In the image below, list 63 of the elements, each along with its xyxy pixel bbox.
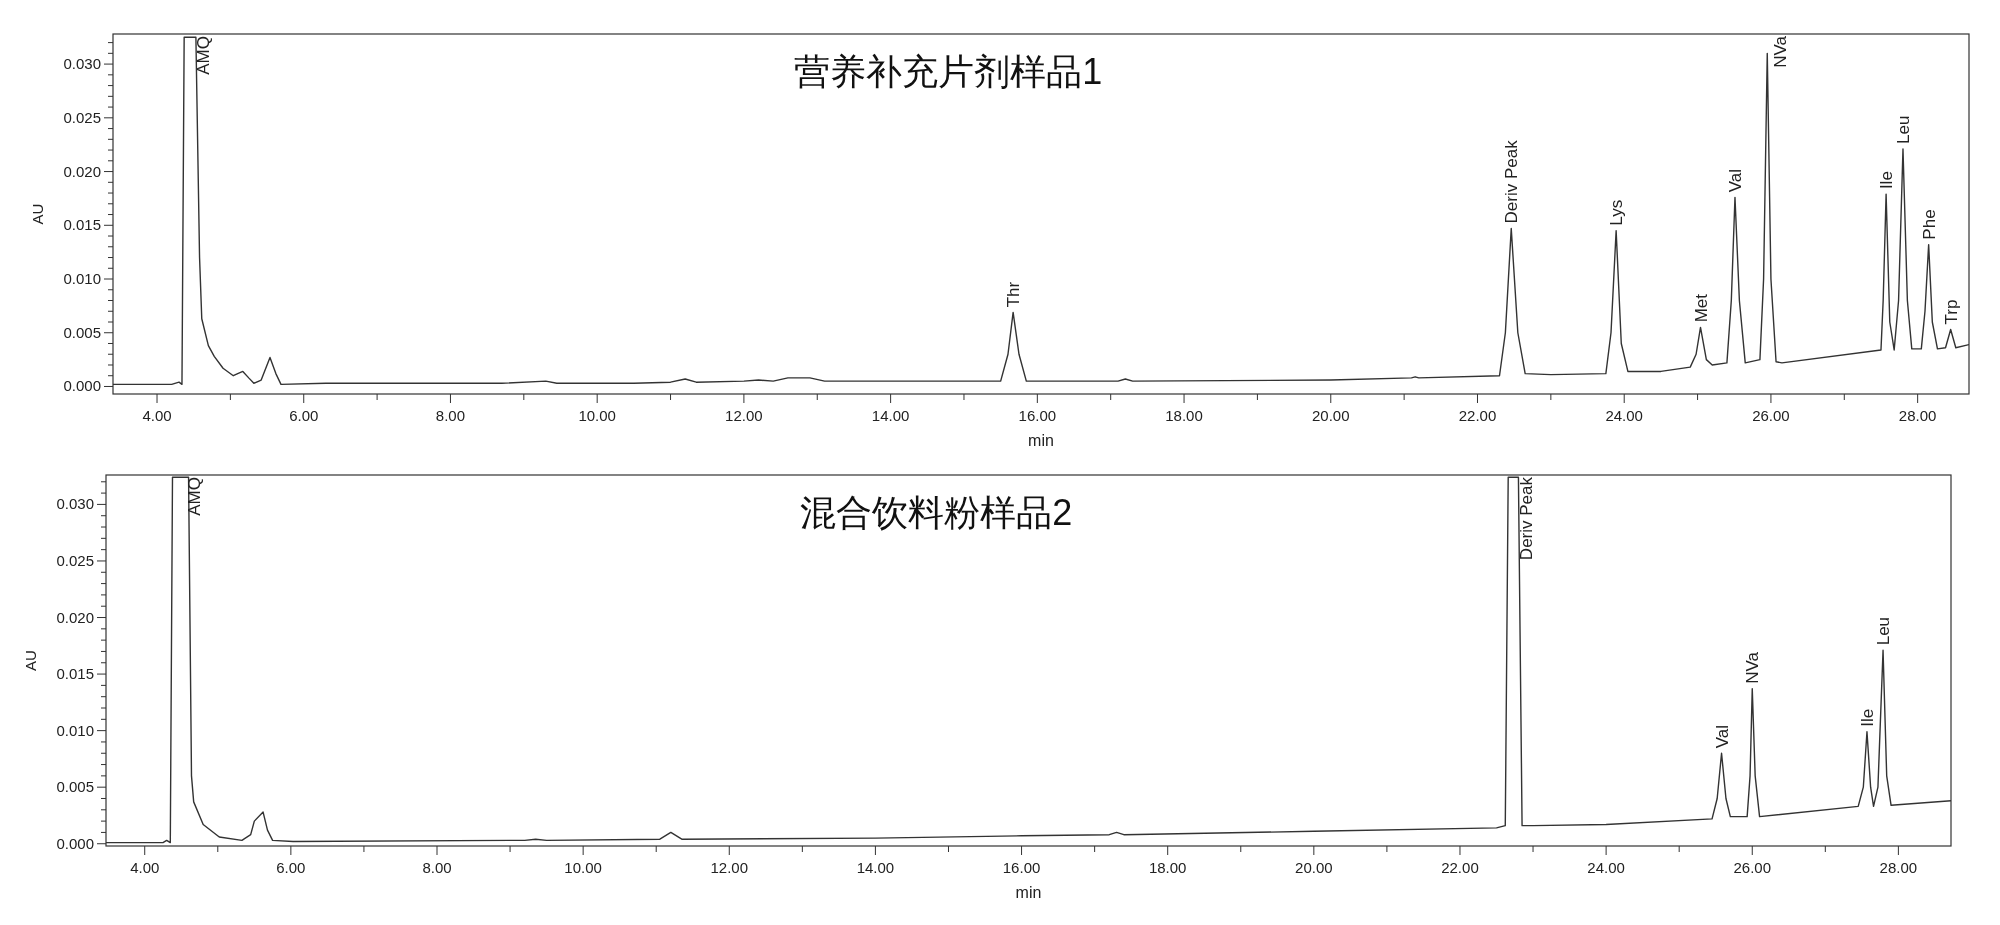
annotation: AMQ [194,36,214,75]
x-tick-label: 6.00 [276,859,306,876]
annotation: Deriv Peak [1517,476,1537,561]
annotation: Trp [1941,299,1961,325]
y-tick-label: 0.025 [56,551,94,569]
y-tick-label: 0.015 [56,665,94,683]
x-tick-label: 12.00 [725,407,763,424]
x-tick-label: 10.00 [578,407,616,424]
y-tick-label: 0.030 [63,55,101,73]
x-tick-label: 28.00 [1898,407,1937,424]
y-tick-label: 0.010 [63,270,101,288]
y-tick-label: 0.000 [56,834,94,852]
annotation: Ile [1857,708,1877,727]
x-tick-label: 24.00 [1587,859,1625,876]
x-tick-label: 26.00 [1752,407,1790,424]
x-tick-label: 6.00 [289,407,319,424]
x-tick-label: 26.00 [1733,859,1772,876]
y-tick-label: 0.015 [63,216,101,234]
x-tick-label: 4.00 [142,407,172,424]
y-tick-label: 0.005 [56,778,94,796]
y-axis-title: AU [22,650,39,671]
y-tick-label: 0.030 [56,495,94,513]
x-tick-label: 20.00 [1295,859,1333,876]
annotation: Ile [1877,171,1897,190]
annotation: Val [1712,724,1732,749]
y-tick-label: 0.020 [63,162,101,180]
x-tick-label: 18.00 [1148,859,1187,876]
annotation: NVa [1771,35,1791,68]
x-axis-title: min [1028,432,1054,449]
x-tick-label: 28.00 [1879,859,1918,876]
x-tick-label: 24.00 [1605,407,1643,424]
x-tick-label: 22.00 [1441,859,1479,876]
x-tick-label: 10.00 [564,859,602,876]
x-tick-label: 8.00 [422,859,452,876]
x-tick-label: 14.00 [871,407,910,424]
text: 混合饮料粉样品2 [800,492,1073,533]
x-tick-label: 14.00 [856,859,895,876]
x-tick-label: 22.00 [1458,407,1497,424]
x-tick-label: 20.00 [1312,407,1350,424]
annotation: Deriv Peak [1502,139,1522,224]
annotation: NVa [1743,651,1763,684]
y-tick-label: 0.000 [63,377,101,395]
y-tick-label: 0.020 [56,608,94,626]
x-tick-label: 4.00 [130,859,160,876]
y-axis-title: AU [29,203,46,225]
annotation: Phe [1919,209,1939,240]
text: 营养补充片剂样品1 [794,51,1103,92]
annotation: AMQ [184,477,204,516]
x-tick-label: 8.00 [435,407,466,424]
x-axis-title: min [1015,884,1042,901]
x-tick-label: 16.00 [1018,407,1057,424]
annotation: Met [1691,293,1711,323]
annotation: Leu [1874,616,1894,646]
annotation: Val [1725,169,1745,193]
annotation: Lys [1607,199,1627,226]
y-tick-label: 0.005 [63,323,101,341]
annotation: Thr [1004,281,1024,308]
annotation: Leu [1893,115,1913,144]
y-tick-label: 0.025 [63,108,101,126]
x-tick-label: 12.00 [710,859,749,876]
y-tick-label: 0.010 [56,721,94,739]
x-tick-label: 16.00 [1002,859,1041,876]
x-tick-label: 18.00 [1165,407,1203,424]
